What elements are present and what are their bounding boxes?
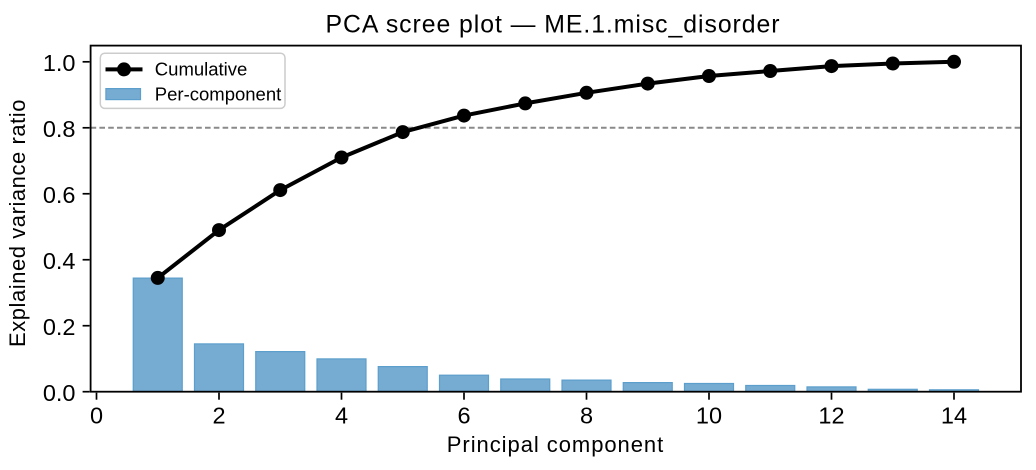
svg-text:1.0: 1.0 — [43, 50, 76, 76]
svg-text:4: 4 — [335, 403, 348, 429]
svg-text:0.0: 0.0 — [43, 380, 76, 406]
svg-text:0.4: 0.4 — [43, 248, 76, 274]
svg-text:PCA scree plot — ME.1.misc_dis: PCA scree plot — ME.1.misc_disorder — [326, 12, 781, 39]
svg-text:2: 2 — [212, 403, 225, 429]
svg-text:12: 12 — [818, 403, 844, 429]
svg-text:Explained variance ratio: Explained variance ratio — [5, 99, 30, 347]
svg-text:6: 6 — [457, 403, 470, 429]
svg-text:Cumulative: Cumulative — [155, 59, 248, 80]
svg-text:0.2: 0.2 — [43, 314, 76, 340]
svg-text:Per-component: Per-component — [155, 84, 281, 105]
svg-text:14: 14 — [941, 403, 967, 429]
svg-text:0: 0 — [90, 403, 103, 429]
svg-text:10: 10 — [696, 403, 722, 429]
svg-text:Principal component: Principal component — [447, 432, 664, 457]
svg-text:0.8: 0.8 — [43, 116, 76, 142]
svg-text:8: 8 — [580, 403, 593, 429]
svg-text:0.6: 0.6 — [43, 182, 76, 208]
